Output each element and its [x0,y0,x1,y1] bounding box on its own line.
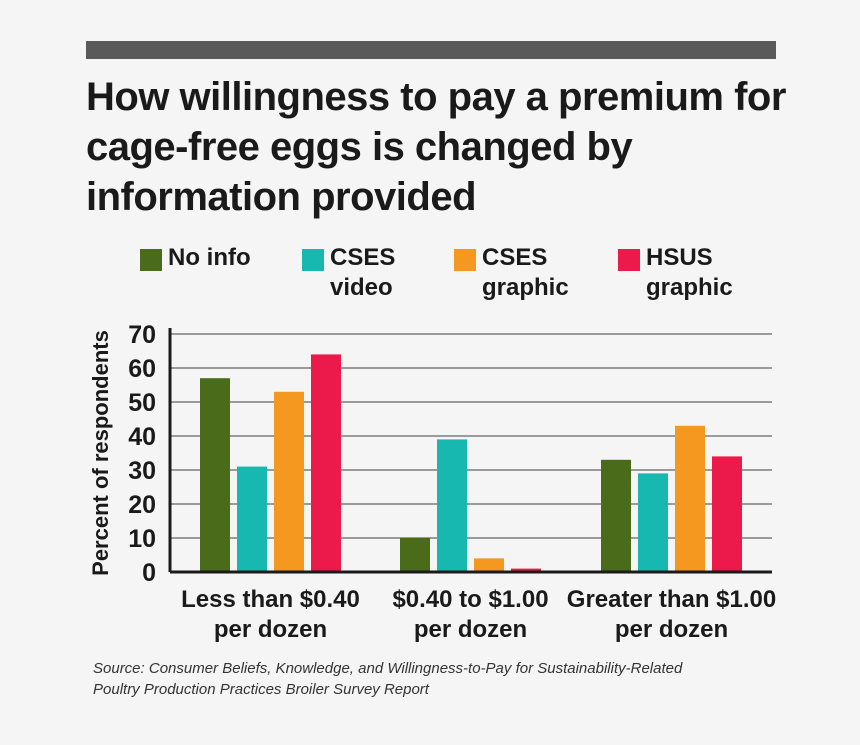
x-tick-label: $0.40 to $1.00 [392,586,548,613]
bar [200,378,230,572]
legend-label-line: CSES [482,244,548,271]
x-tick-label: per dozen [615,616,728,643]
legend-label-line: graphic [482,274,569,301]
y-tick-label: 30 [128,457,156,485]
y-tick-label: 70 [128,321,156,349]
header-bar [86,41,776,59]
bar [511,568,541,572]
legend-swatch [618,249,640,271]
bar [400,538,430,572]
legend-label-line: CSES [330,244,396,271]
bar [638,473,668,572]
legend-label-line: graphic [646,274,733,301]
chart-title: How willingness to pay a premium for cag… [86,72,786,222]
bar [675,425,705,572]
x-tick-label: per dozen [414,616,527,643]
legend-label: CSES graphic [482,243,569,303]
y-tick-label: 60 [128,355,156,383]
bar [237,466,267,572]
y-axis-label: Percent of respondents [88,330,113,576]
bar [474,558,504,572]
x-tick-label: per dozen [214,616,327,643]
bar [274,391,304,572]
bar-chart: 0 10 20 30 40 50 60 70 Percent of respondents Les… [88,321,776,643]
legend-label-line: video [330,274,393,301]
legend-swatch [454,249,476,271]
legend-swatch [140,249,162,271]
bar [311,354,341,572]
y-tick-label: 20 [128,491,156,519]
legend-label-line: No info [168,244,251,271]
title-line-1: How willingness to pay a premium for [86,75,786,119]
legend-label: CSES video [330,243,395,303]
x-tick-label: Less than $0.40 [181,586,360,613]
source-line-1: Source: Consumer Beliefs, Knowledge, and… [93,660,683,677]
y-tick-label: 10 [128,525,156,553]
y-tick-label: 40 [128,423,156,451]
source-line-2: Poultry Production Practices Broiler Sur… [93,681,429,698]
legend-label: HSUS graphic [646,243,733,303]
bar [601,459,631,572]
legend-label: No info [168,243,251,273]
bar [712,456,742,572]
legend-label-line: HSUS [646,244,713,271]
y-tick-label: 0 [142,559,156,587]
chart-legend: No info CSES video CSES graphic HSUS gra… [140,243,820,313]
source-note: Source: Consumer Beliefs, Knowledge, and… [93,658,793,700]
bar [437,439,467,572]
title-line-3: information provided [86,175,477,219]
y-tick-label: 50 [128,389,156,417]
title-line-2: cage-free eggs is changed by [86,125,633,169]
x-tick-label: Greater than $1.00 [567,586,776,613]
legend-swatch [302,249,324,271]
